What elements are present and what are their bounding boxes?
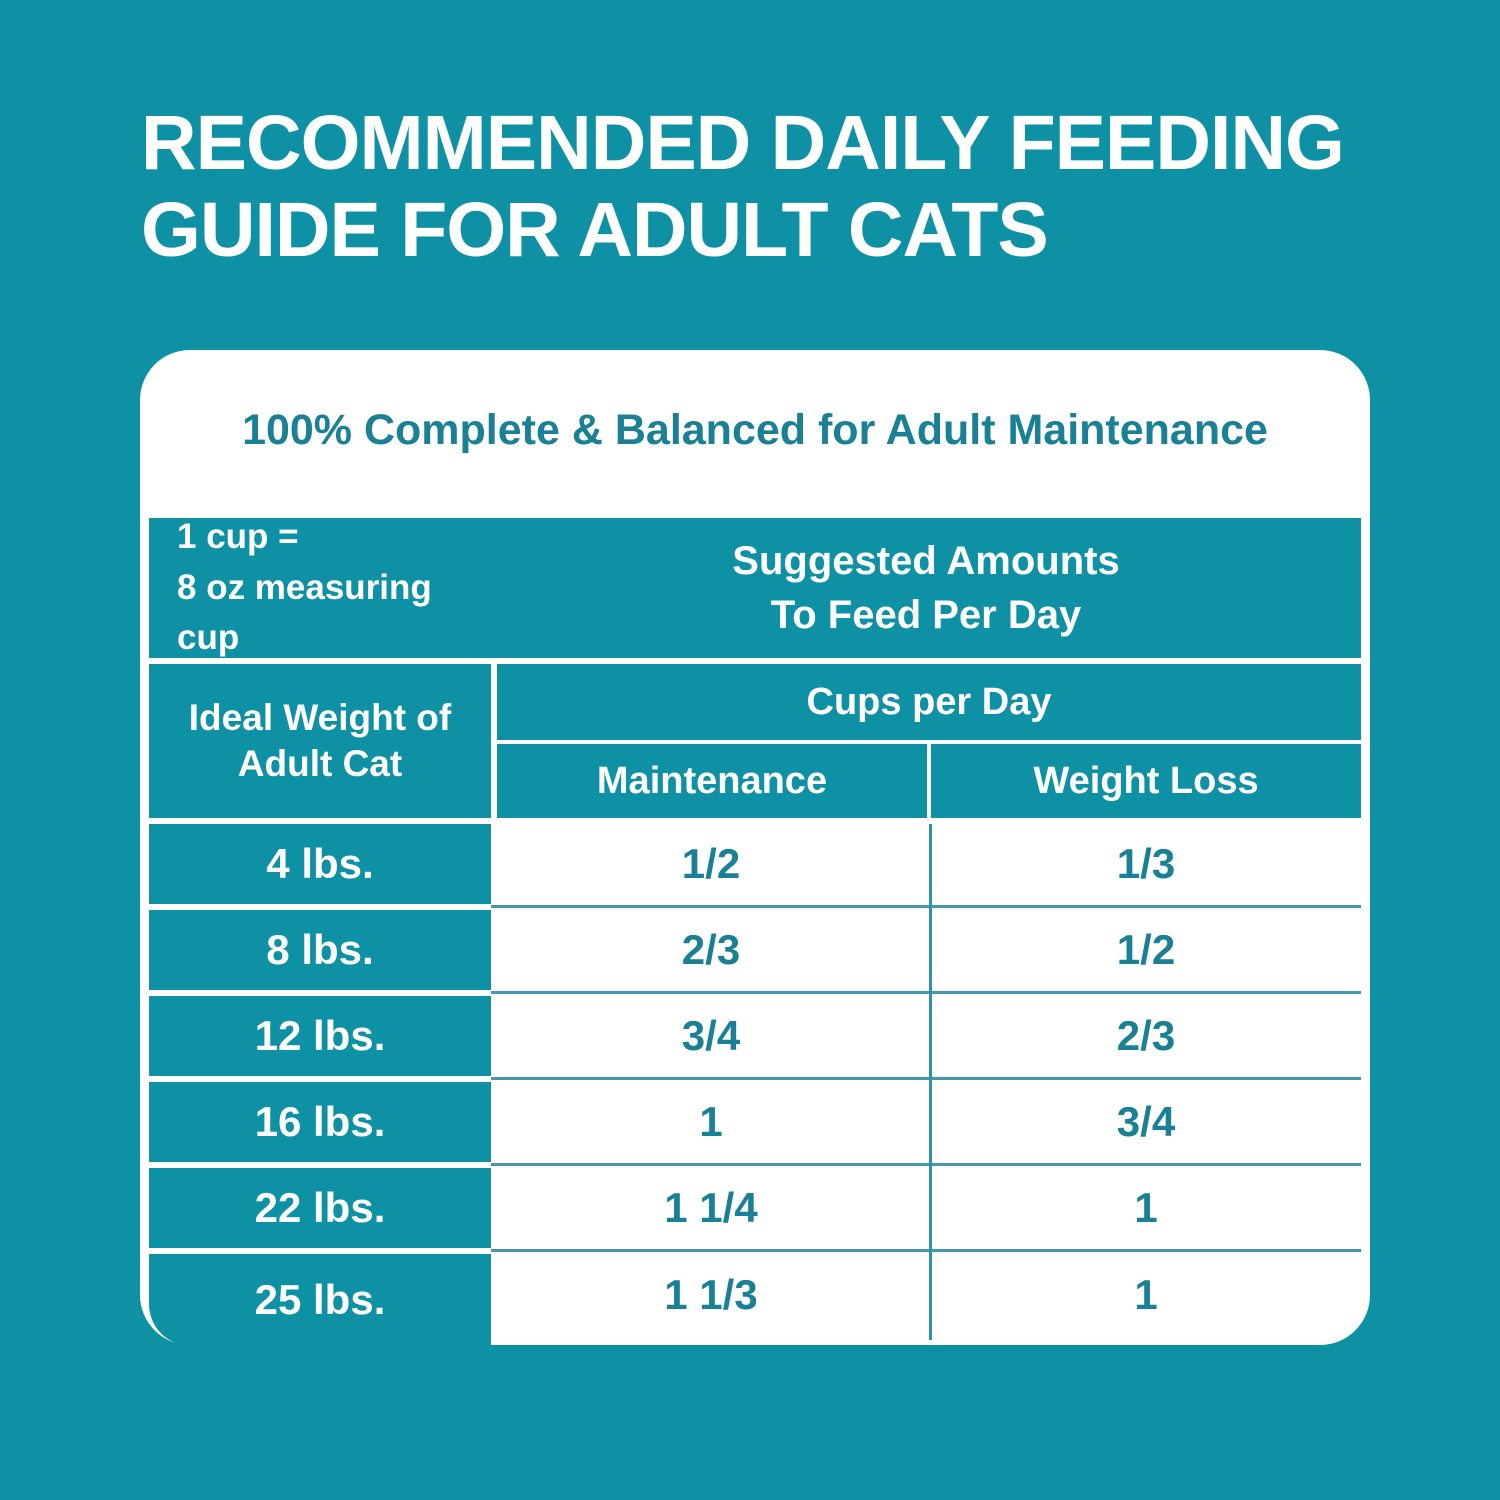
weight-loss-value: 2/3 — [1116, 1012, 1176, 1059]
header-ideal-weight: Ideal Weight of Adult Cat — [149, 664, 491, 818]
page-title-line-2: GUIDE FOR ADULT CATS — [141, 187, 1049, 273]
maintenance-value: 3/4 — [681, 1012, 741, 1059]
table-row: 25 lbs. 1 1/3 1 — [149, 1254, 1361, 1346]
row-divider-line — [491, 1163, 1361, 1166]
weight-cell: 4 lbs. — [149, 824, 491, 904]
table-row: 16 lbs. 1 3/4 — [149, 1082, 1361, 1162]
row-divider — [149, 904, 1361, 910]
header-maintenance: Maintenance — [497, 744, 927, 818]
suggested-line-2: To Feed Per Day — [770, 593, 1082, 637]
row-divider-line — [491, 1249, 1361, 1252]
feeding-table: 1 cup = 8 oz measuring cup Suggested Amo… — [149, 517, 1361, 1346]
weight-cell: 22 lbs. — [149, 1168, 491, 1248]
weight-loss-value: 1/3 — [1116, 840, 1176, 887]
weight-loss-value: 1 — [1134, 1271, 1158, 1318]
header-cups-per-day: Cups per Day — [497, 664, 1361, 740]
weight-cell: 25 lbs. — [149, 1254, 491, 1346]
header-subcolumns: Maintenance Weight Loss — [497, 744, 1361, 818]
weight-cell: 16 lbs. — [149, 1082, 491, 1162]
header-weight-loss: Weight Loss — [931, 744, 1361, 818]
suggested-line-1: Suggested Amounts — [732, 539, 1120, 583]
suggested-amounts-heading: Suggested Amounts To Feed Per Day — [491, 518, 1361, 658]
row-divider-line — [491, 905, 1361, 908]
header-ideal-weight-label: Ideal Weight of Adult Cat — [188, 696, 452, 784]
header-cups-block: Cups per Day Maintenance Weight Loss — [497, 664, 1361, 818]
table-row: 22 lbs. 1 1/4 1 — [149, 1168, 1361, 1248]
cup-note-line-1: 1 cup = — [177, 516, 299, 556]
weight-cell: 8 lbs. — [149, 910, 491, 990]
maintenance-value: 1 1/3 — [664, 1271, 758, 1318]
table-top-band: 1 cup = 8 oz measuring cup Suggested Amo… — [149, 517, 1361, 658]
maintenance-value: 2/3 — [681, 926, 741, 973]
maintenance-value: 1 — [699, 1098, 723, 1145]
page-title-line-1: RECOMMENDED DAILY FEEDING — [141, 100, 1345, 186]
table-header: Ideal Weight of Adult Cat Cups per Day M… — [149, 664, 1361, 818]
row-divider — [149, 1248, 1361, 1254]
row-divider-line — [491, 991, 1361, 994]
cup-measure-note: 1 cup = 8 oz measuring cup — [149, 517, 491, 658]
maintenance-value: 1/2 — [681, 840, 741, 887]
feeding-guide-card: 100% Complete & Balanced for Adult Maint… — [140, 350, 1370, 1346]
weight-cell: 12 lbs. — [149, 996, 491, 1076]
table-row: 12 lbs. 3/4 2/3 — [149, 996, 1361, 1076]
row-divider — [149, 990, 1361, 996]
table-row: 4 lbs. 1/2 1/3 — [149, 824, 1361, 904]
weight-loss-value: 1/2 — [1116, 926, 1176, 973]
row-divider — [149, 1162, 1361, 1168]
table-row: 8 lbs. 2/3 1/2 — [149, 910, 1361, 990]
table-body: 4 lbs. 1/2 1/3 8 lbs. 2/3 1/2 12 lbs. 3/… — [149, 824, 1361, 1346]
page-title: RECOMMENDED DAILY FEEDING GUIDE FOR ADUL… — [141, 100, 1345, 274]
cup-note-line-2: 8 oz measuring cup — [177, 567, 432, 658]
weight-loss-value: 1 — [1134, 1184, 1158, 1231]
row-divider-line — [491, 1077, 1361, 1080]
maintenance-value: 1 1/4 — [664, 1184, 758, 1231]
weight-loss-value: 3/4 — [1116, 1098, 1176, 1145]
row-divider — [149, 1076, 1361, 1082]
card-headline: 100% Complete & Balanced for Adult Maint… — [242, 406, 1268, 454]
